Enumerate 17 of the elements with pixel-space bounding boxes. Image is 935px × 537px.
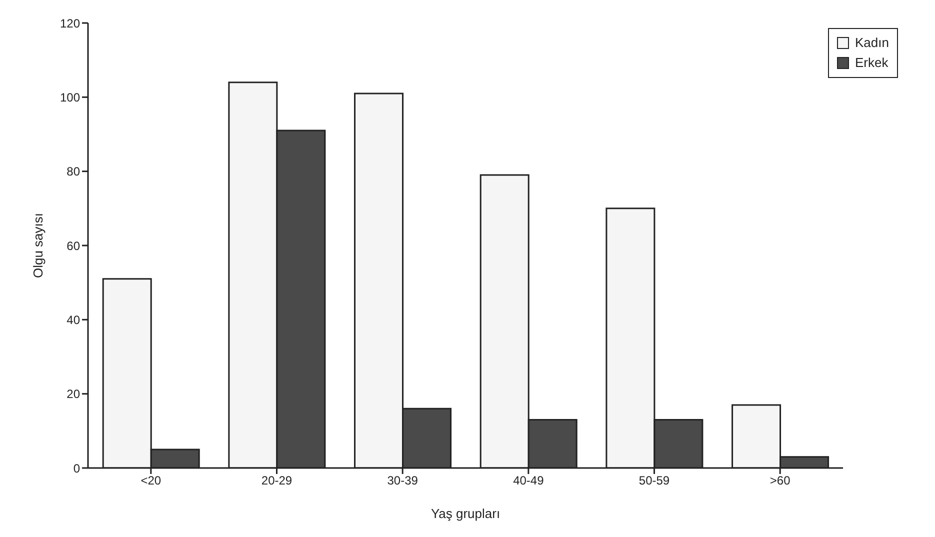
y-tick-label: 0 [73,461,80,476]
x-tick-label: 20-29 [261,474,292,488]
y-tick-label: 20 [66,387,80,402]
x-tick-label: 40-49 [513,474,544,488]
x-tick-label: 30-39 [387,474,418,488]
y-axis-title: Olgu sayısı [30,212,46,278]
legend-label: Kadın [855,34,889,52]
x-tick-label: 50-59 [638,474,670,488]
legend-label: Erkek [855,54,888,72]
x-tick-label: <20 [140,474,162,488]
y-tick-label: 100 [60,90,80,104]
y-tick-label: 120 [60,16,80,30]
y-tick-label: 60 [66,238,80,253]
x-axis-title: Yaş grupları [430,506,500,521]
y-tick-label: 80 [66,164,80,179]
x-tick-label: >60 [770,474,791,488]
y-tick-label: 40 [66,312,80,327]
